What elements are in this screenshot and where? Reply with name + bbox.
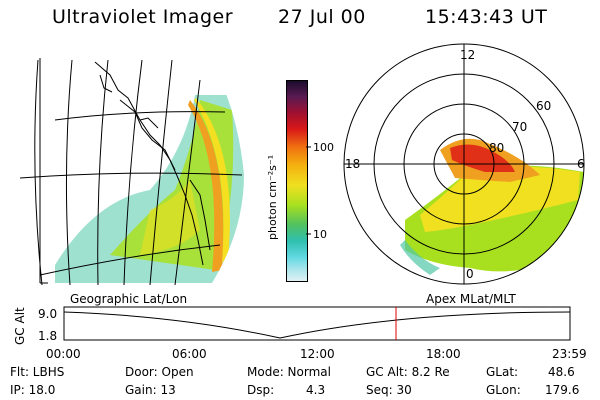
timeline-x-tick: 00:00 [46,347,81,361]
timeline-x-tick: 23:59 [552,347,587,361]
mlt-label-0: 0 [466,267,474,281]
status-glat-label: GLat: [486,365,519,379]
timeline-y-tick-top: 9.0 [38,307,57,321]
mlat-label-60: 60 [536,99,551,113]
status-gc-alt: GC Alt: 8.2 Re [366,365,450,379]
status-dsp-label: Dsp: [247,383,275,397]
polar-grid [343,43,585,285]
timeline-frame [63,306,571,341]
mlat-label-80: 80 [489,141,504,155]
altitude-curve [63,311,571,339]
instrument-title: Ultraviolet Imager [52,6,234,28]
mlt-label-6: 6 [577,157,585,171]
observation-date: 27 Jul 00 [278,6,366,28]
status-mode: Mode: Normal [247,365,331,379]
observation-time: 15:43:43 UT [425,6,548,28]
timeline-x-tick: 12:00 [300,347,335,361]
status-ip: IP: 18.0 [10,383,56,397]
timeline-x-tick: 06:00 [172,347,207,361]
status-glon-label: GLon: [486,383,521,397]
status-seq: Seq: 30 [366,383,412,397]
mlt-label-12: 12 [460,48,475,62]
mlt-label-18: 18 [345,157,360,171]
status-gain: Gain: 13 [125,383,176,397]
polar-emission [400,138,584,275]
timeline-y-tick-bottom: 1.8 [38,329,57,343]
left-panel-label: Geographic Lat/Lon [70,292,188,306]
right-panel-label: Apex MLat/MLT [426,292,516,306]
timeline-x-tick: 18:00 [426,347,461,361]
status-door: Door: Open [125,365,194,379]
status-glon-value: 179.6 [545,383,580,397]
status-dsp-value: 4.3 [306,383,326,397]
mlat-label-70: 70 [512,120,527,134]
color-scale [286,80,308,282]
timeline-axis-label: GC Alt [13,307,27,345]
status-glat-value: 48.6 [548,365,575,379]
status-flt: Flt: LBHS [10,365,65,379]
coastlines [94,61,211,266]
